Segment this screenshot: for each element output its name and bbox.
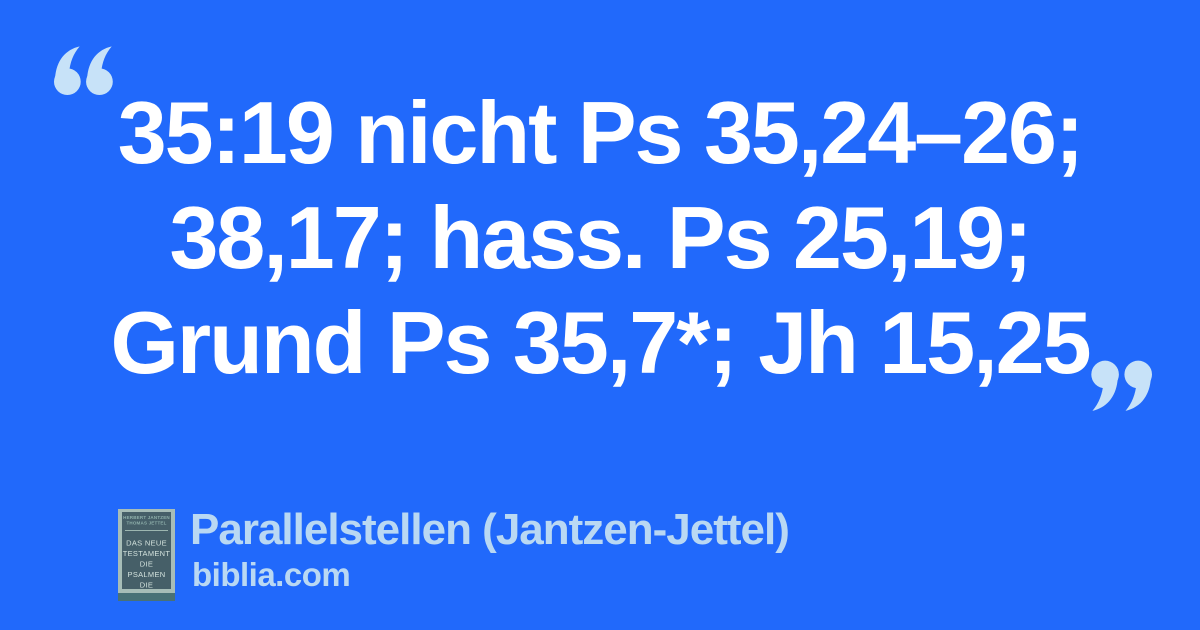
book-cover-bottom-band xyxy=(118,593,175,601)
book-cover-front: HERBERT JANTZEN THOMAS JETTEL DAS NEUE T… xyxy=(122,512,171,589)
book-cover-title-line-3: DIE PSALMEN xyxy=(127,560,166,579)
book-cover-title-line-2: TESTAMENT xyxy=(122,549,171,559)
quote-text: 35:19 nicht Ps 35,24–26; 38,17; hass. Ps… xyxy=(30,80,1170,395)
book-cover-author-1: HERBERT JANTZEN xyxy=(123,515,170,520)
open-quote-icon xyxy=(54,46,116,101)
source-title: Parallelstellen (Jantzen-Jettel) xyxy=(190,505,790,554)
book-cover-title-line-1: DAS NEUE xyxy=(126,539,167,548)
quote-line-3: Grund Ps 35,7*; Jh 15,25 xyxy=(110,293,1091,392)
book-cover: HERBERT JANTZEN THOMAS JETTEL DAS NEUE T… xyxy=(118,509,175,601)
book-cover-divider xyxy=(125,530,168,531)
book-cover-title: DAS NEUE TESTAMENT DIE PSALMEN DIE SPRÜC… xyxy=(122,538,171,589)
site-name: biblia.com xyxy=(192,556,351,593)
book-cover-title-line-4: DIE SPRÜCHE xyxy=(139,581,154,589)
book-cover-authors: HERBERT JANTZEN THOMAS JETTEL xyxy=(122,515,171,528)
close-quote-icon xyxy=(1088,355,1152,411)
quote-line-1: 35:19 nicht Ps 35,24–26; xyxy=(117,83,1085,182)
book-cover-author-2: THOMAS JETTEL xyxy=(126,520,167,526)
quote-line-2: 38,17; hass. Ps 25,19; xyxy=(169,188,1032,287)
